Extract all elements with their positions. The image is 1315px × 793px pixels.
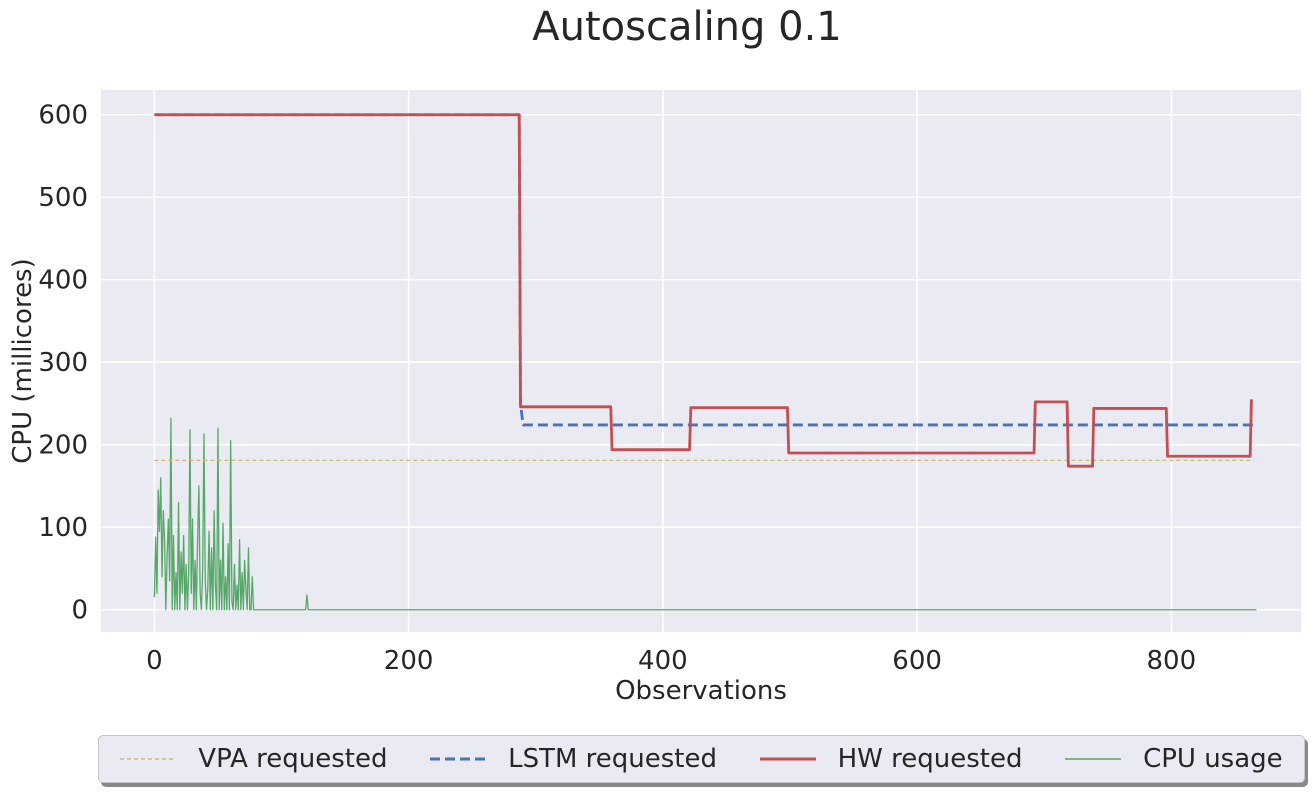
x-tick-label: 400 [638, 646, 688, 676]
legend-item-cpu: CPU usage [1065, 744, 1283, 774]
legend-label-cpu: CPU usage [1143, 744, 1283, 774]
legend-item-vpa: VPA requested [120, 744, 387, 774]
legend-swatch-hw [759, 757, 816, 761]
x-tick-labels: 0 200 400 600 800 [146, 646, 1196, 676]
chart-title: Autoscaling 0.1 [532, 4, 842, 50]
x-tick-label: 800 [1147, 646, 1197, 676]
y-tick-label: 400 [38, 266, 88, 296]
y-tick-label: 0 [71, 596, 88, 626]
x-axis-label: Observations [615, 676, 787, 706]
legend-swatch-lstm [430, 757, 487, 761]
y-axis-label: CPU (millicores) [8, 258, 38, 464]
legend-item-hw: HW requested [759, 744, 1023, 774]
y-tick-label: 200 [38, 431, 88, 461]
y-tick-label: 500 [38, 183, 88, 213]
plot-area [101, 90, 1301, 632]
legend-label-lstm: LSTM requested [508, 744, 717, 774]
y-tick-labels: 0 100 200 300 400 500 600 [38, 101, 88, 626]
legend-label-vpa: VPA requested [198, 744, 388, 774]
legend-label-hw: HW requested [837, 744, 1023, 774]
x-tick-label: 600 [892, 646, 942, 676]
legend-item-lstm: LSTM requested [430, 744, 717, 774]
legend: VPA requested LSTM requested HW requeste… [98, 735, 1305, 783]
legend-swatch-vpa [120, 758, 177, 760]
series-lines [153, 113, 1257, 611]
series-line-cpu-usage [153, 417, 1257, 611]
y-tick-label: 600 [38, 101, 88, 131]
series-line-hw-requested [154, 113, 1253, 468]
legend-swatch-cpu [1065, 758, 1122, 760]
x-tick-label: 0 [146, 646, 163, 676]
y-tick-label: 100 [38, 513, 88, 543]
y-tick-label: 300 [38, 348, 88, 378]
x-tick-label: 200 [384, 646, 434, 676]
